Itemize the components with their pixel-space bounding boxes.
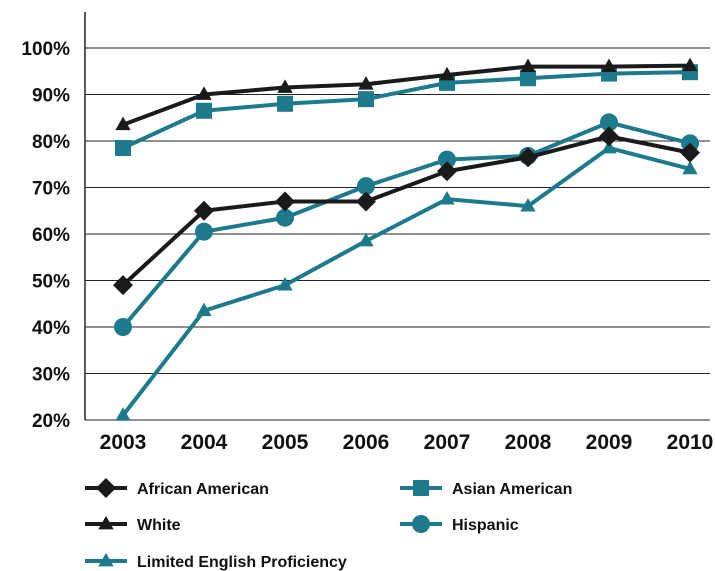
- data-point: [277, 95, 293, 112]
- data-point: [600, 113, 618, 132]
- x-tick-label: 2008: [505, 431, 552, 454]
- data-point: [358, 76, 374, 90]
- data-point: [115, 407, 131, 421]
- y-tick-label: 70%: [32, 179, 70, 200]
- x-tick-label: 2009: [586, 431, 633, 454]
- data-point: [358, 232, 374, 247]
- y-tick-label: 40%: [32, 318, 70, 339]
- series-line: [121, 134, 691, 287]
- data-point: [275, 191, 295, 212]
- legend-label: Asian American: [452, 481, 572, 498]
- data-point: [518, 147, 538, 168]
- series-line: [121, 145, 691, 417]
- data-point: [277, 277, 293, 291]
- data-point: [277, 79, 293, 93]
- y-tick-label: 100%: [21, 39, 70, 60]
- y-tick-label: 80%: [32, 132, 70, 153]
- data-point: [439, 191, 455, 205]
- data-point: [115, 116, 131, 131]
- series-white: [115, 57, 698, 131]
- data-point: [439, 66, 455, 81]
- series-limited-english-proficiency: [115, 139, 698, 421]
- y-tick-label: 50%: [32, 272, 70, 293]
- data-point: [520, 58, 536, 72]
- x-tick-label: 2004: [181, 431, 228, 454]
- legend-label: White: [137, 517, 181, 534]
- y-tick-label: 90%: [32, 86, 70, 107]
- legend-label: Limited English Proficiency: [137, 554, 347, 571]
- x-tick-label: 2003: [100, 431, 147, 454]
- data-point: [276, 208, 294, 227]
- legend-marker: [98, 552, 114, 567]
- data-point: [520, 198, 536, 212]
- legend-label: African American: [137, 481, 269, 498]
- series-line: [122, 70, 691, 150]
- data-point: [114, 318, 132, 336]
- y-tick-label: 60%: [32, 225, 70, 246]
- y-tick-label: 30%: [32, 365, 70, 386]
- data-point: [356, 191, 376, 212]
- series-line: [122, 63, 691, 127]
- data-point: [358, 91, 374, 108]
- x-tick-label: 2010: [667, 431, 714, 454]
- series-group: [113, 57, 700, 421]
- data-point: [601, 139, 617, 154]
- legend-marker: [98, 515, 114, 530]
- data-point: [520, 70, 536, 87]
- data-point: [113, 275, 133, 296]
- x-tick-label: 2005: [262, 431, 309, 454]
- legend-item: White: [85, 515, 181, 534]
- legend: African American Asian American White Hispa…: [85, 478, 572, 571]
- data-point: [680, 142, 700, 163]
- legend-item: African American: [85, 478, 269, 498]
- series-hispanic: [114, 113, 699, 336]
- data-point: [601, 58, 617, 72]
- legend-item: Asian American: [400, 480, 572, 498]
- data-point: [196, 102, 212, 119]
- legend-marker: [96, 478, 116, 498]
- y-axis-ticks: 20% 30% 40% 50% 60% 70% 80% 90% 100%: [21, 39, 70, 432]
- data-point: [195, 222, 213, 241]
- legend-item: Hispanic: [400, 515, 519, 534]
- data-point: [357, 177, 375, 196]
- y-tick-label: 20%: [32, 411, 70, 432]
- data-point: [437, 161, 457, 182]
- data-point: [438, 150, 456, 169]
- data-point: [682, 160, 698, 175]
- legend-item: Limited English Proficiency: [85, 552, 347, 571]
- x-tick-label: 2007: [424, 431, 471, 454]
- series-line: [121, 120, 691, 329]
- data-point: [599, 126, 619, 147]
- data-point: [196, 302, 212, 317]
- legend-label: Hispanic: [452, 517, 519, 534]
- data-point: [115, 139, 131, 156]
- data-point: [682, 57, 698, 72]
- x-axis-ticks: 2003 2004 2005 2006 2007 2008 2009 2010: [100, 431, 714, 454]
- data-point: [196, 86, 212, 100]
- x-tick-label: 2006: [343, 431, 390, 454]
- legend-marker: [413, 480, 429, 496]
- legend-marker: [412, 515, 430, 533]
- data-point: [194, 200, 214, 221]
- series-african-american: [113, 126, 700, 296]
